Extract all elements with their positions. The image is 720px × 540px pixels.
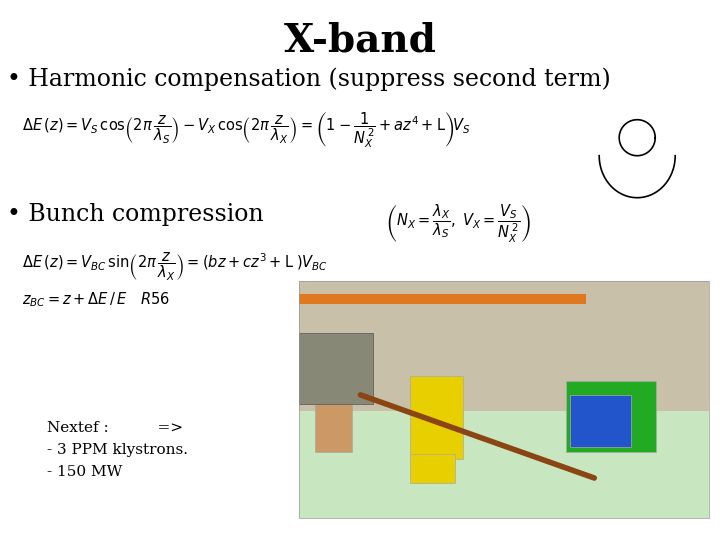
Bar [410,376,463,459]
Text: $\Delta E\,(z) = V_{BC}\,\sin\!\left(2\pi\,\dfrac{z}{\lambda_X}\right) = \left(b: $\Delta E\,(z) = V_{BC}\,\sin\!\left(2\p… [22,251,328,284]
Text: $\left(N_X = \dfrac{\lambda_X}{\lambda_S},\; V_X = \dfrac{V_S}{N_X^{\,2}}\right): $\left(N_X = \dfrac{\lambda_X}{\lambda_S… [385,202,531,245]
Text: • Harmonic compensation (suppress second term): • Harmonic compensation (suppress second… [7,68,611,91]
Bar [315,400,352,452]
Text: $z_{BC} = z + \Delta E\,/\,E\quad R56$: $z_{BC} = z + \Delta E\,/\,E\quad R56$ [22,290,170,309]
Text: - 150 MW: - 150 MW [47,465,122,479]
Bar [299,281,709,411]
FancyBboxPatch shape [299,281,709,518]
Text: - 3 PPM klystrons.: - 3 PPM klystrons. [47,443,188,457]
Text: $\Delta E\,(z) = V_S\,\cos\!\left(2\pi\,\dfrac{z}{\lambda_S}\right) - V_X\,\cos\: $\Delta E\,(z) = V_S\,\cos\!\left(2\pi\,… [22,111,470,151]
Bar [566,381,656,452]
Text: • Bunch compression: • Bunch compression [7,202,264,226]
Bar [299,281,709,518]
Bar [410,454,455,483]
Text: Nextef :          =>: Nextef : => [47,421,183,435]
Bar [299,294,586,305]
Text: X-band: X-band [284,22,436,59]
Bar [570,395,631,447]
Bar [299,333,373,404]
